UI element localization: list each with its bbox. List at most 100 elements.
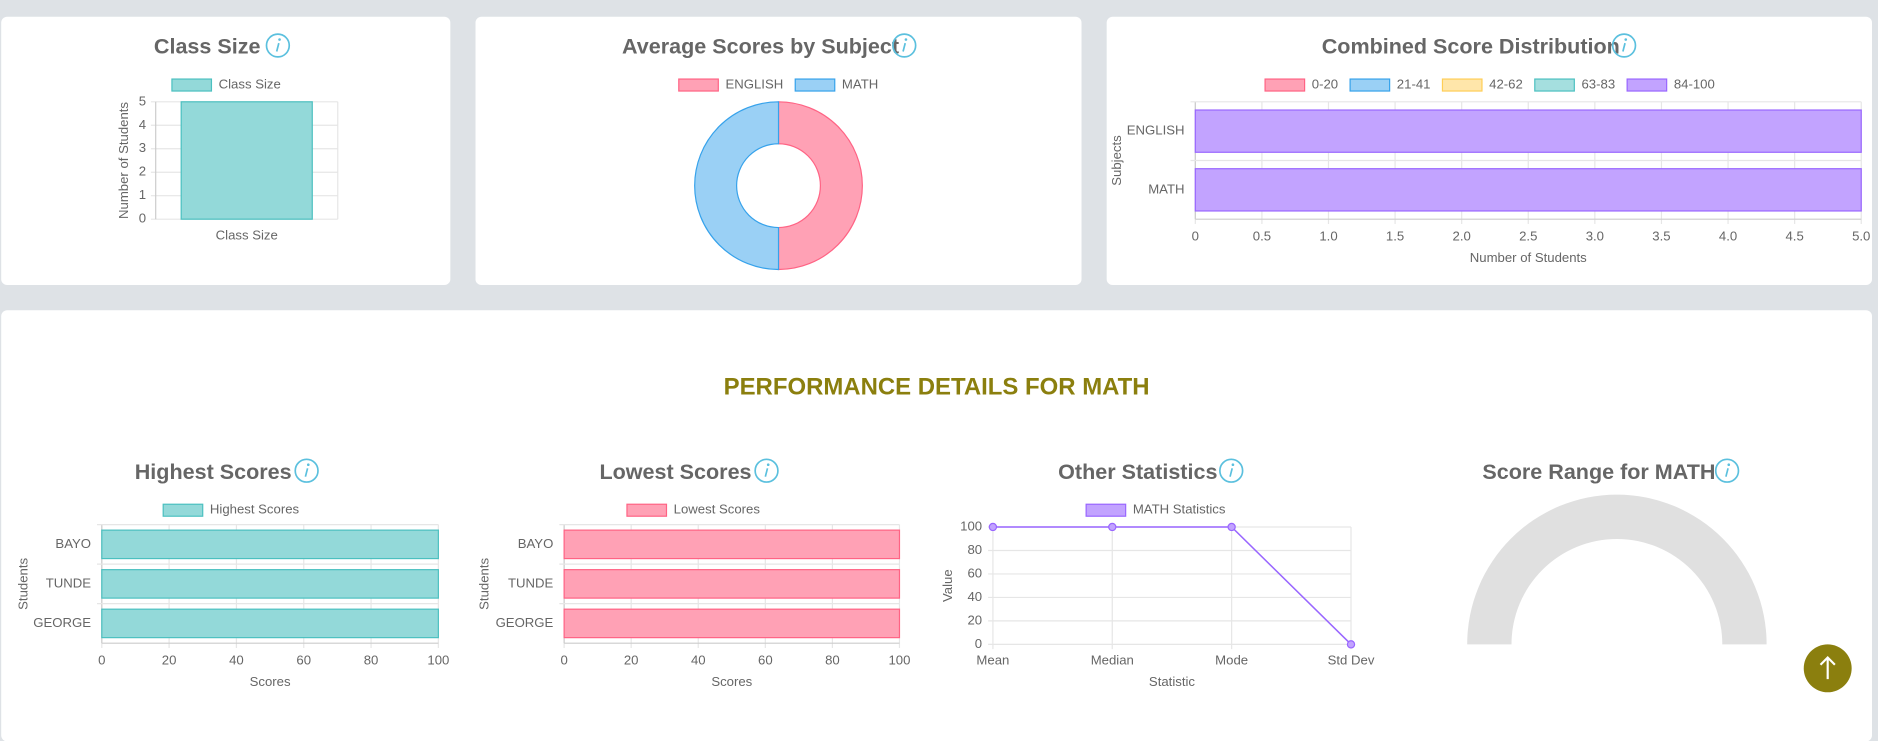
bar bbox=[1194, 109, 1862, 153]
dashboard: PERFORMANCE DETAILS FOR MATH Class Size C… bbox=[1, 16, 1873, 741]
info-icon[interactable] bbox=[265, 33, 291, 58]
info-glyph[interactable] bbox=[902, 42, 907, 52]
info-glyph[interactable] bbox=[1622, 42, 1626, 52]
x-tick-label: 100 bbox=[427, 653, 449, 668]
info-circle[interactable] bbox=[754, 458, 779, 483]
y-axis-label: Number of Students bbox=[116, 102, 131, 219]
info-circle[interactable] bbox=[1611, 33, 1637, 58]
legend: Class Size bbox=[171, 77, 281, 92]
x-axis-label: Number of Students bbox=[1470, 250, 1587, 265]
info-icon[interactable] bbox=[1611, 33, 1637, 58]
legend-label: Class Size bbox=[219, 77, 281, 92]
info-icon[interactable] bbox=[1219, 458, 1244, 483]
info-icon[interactable] bbox=[294, 458, 319, 483]
bar bbox=[101, 529, 439, 560]
info-dot[interactable] bbox=[306, 463, 310, 467]
info-icon[interactable] bbox=[1714, 458, 1740, 483]
arrow-icon[interactable] bbox=[1819, 656, 1836, 680]
point bbox=[1346, 640, 1356, 649]
legend-swatch bbox=[626, 503, 668, 517]
info-dot[interactable] bbox=[1231, 463, 1235, 467]
chart-title: Score Range for MATH bbox=[1482, 459, 1715, 484]
y-tick-label: MATH bbox=[1148, 181, 1184, 196]
y-tick-label: GEORGE bbox=[33, 615, 91, 630]
y-tick-label: 1 bbox=[139, 187, 146, 202]
doughnut-segment bbox=[777, 101, 863, 271]
info-glyph[interactable] bbox=[764, 468, 769, 477]
y-axis-label: Students bbox=[477, 557, 492, 609]
legend-label: 21-41 bbox=[1397, 77, 1431, 92]
info-circle[interactable] bbox=[294, 458, 319, 483]
info-dot[interactable] bbox=[1624, 38, 1628, 41]
x-tick-label: Mean bbox=[976, 653, 1009, 668]
legend-swatch bbox=[1441, 78, 1483, 92]
charts: PERFORMANCE DETAILS FOR MATH Class Size C… bbox=[15, 33, 1870, 693]
legend-swatch bbox=[1626, 78, 1668, 92]
scroll-top-button[interactable] bbox=[1803, 644, 1852, 693]
bar bbox=[563, 569, 901, 599]
x-tick-label: 1.0 bbox=[1319, 229, 1337, 244]
legend: MATH Statistics bbox=[1085, 502, 1226, 517]
x-tick-label: 80 bbox=[364, 653, 379, 668]
info-icon[interactable] bbox=[754, 458, 779, 483]
y-tick-label: 0 bbox=[975, 636, 982, 651]
point bbox=[1227, 522, 1236, 532]
legend-label: 63-83 bbox=[1582, 77, 1616, 92]
page: PERFORMANCE DETAILS FOR MATH Class Size C… bbox=[1, 16, 1873, 741]
info-glyph[interactable] bbox=[1725, 468, 1729, 477]
bar bbox=[101, 608, 439, 639]
info-glyph[interactable] bbox=[1229, 468, 1234, 477]
legend-label: MATH bbox=[842, 77, 878, 92]
info-circle[interactable] bbox=[265, 33, 291, 58]
y-tick-label: 100 bbox=[960, 518, 982, 533]
legend-label: 84-100 bbox=[1674, 77, 1715, 92]
x-axis-label: Statistic bbox=[1149, 674, 1195, 689]
x-tick-label: 60 bbox=[296, 653, 311, 668]
x-tick-label: 20 bbox=[162, 653, 177, 668]
x-tick-label: 4.5 bbox=[1785, 229, 1803, 244]
info-icon[interactable] bbox=[892, 33, 917, 58]
y-tick-label: ENGLISH bbox=[1127, 123, 1185, 138]
info-circle[interactable] bbox=[1219, 458, 1244, 483]
chart-title: Lowest Scores bbox=[599, 459, 751, 484]
legend-swatch bbox=[162, 503, 204, 517]
bar bbox=[180, 101, 313, 220]
info-circle[interactable] bbox=[1714, 458, 1740, 483]
x-axis-label: Scores bbox=[250, 674, 291, 689]
y-axis-label: Students bbox=[15, 557, 30, 609]
x-tick-label: 0.5 bbox=[1253, 229, 1271, 244]
legend-swatch bbox=[171, 78, 213, 92]
info-dot[interactable] bbox=[766, 463, 770, 467]
info-circle[interactable] bbox=[892, 33, 917, 58]
bar bbox=[563, 608, 901, 639]
x-tick-label: 0 bbox=[560, 653, 567, 668]
x-tick-label: 40 bbox=[691, 653, 706, 668]
x-tick-label: Median bbox=[1091, 653, 1134, 668]
y-tick-label: 5 bbox=[139, 93, 146, 108]
x-tick-label: 20 bbox=[624, 653, 639, 668]
point bbox=[1108, 522, 1117, 532]
chart-title: Class Size bbox=[154, 34, 261, 59]
info-glyph[interactable] bbox=[304, 468, 309, 477]
info-dot[interactable] bbox=[904, 38, 908, 41]
x-tick-label: 2.0 bbox=[1453, 229, 1471, 244]
legend-label: MATH Statistics bbox=[1133, 502, 1226, 517]
y-tick-label: 0 bbox=[139, 211, 146, 226]
y-tick-label: 80 bbox=[967, 542, 982, 557]
y-tick-label: 20 bbox=[967, 612, 982, 627]
legend: ENGLISH MATH bbox=[678, 77, 878, 92]
info-dot[interactable] bbox=[278, 38, 281, 41]
point bbox=[988, 522, 998, 532]
x-tick-label: 3.0 bbox=[1586, 229, 1604, 244]
info-glyph[interactable] bbox=[275, 42, 280, 52]
y-tick-label: 3 bbox=[139, 140, 146, 155]
y-tick-label: GEORGE bbox=[496, 615, 554, 630]
x-tick-label: 0 bbox=[1192, 229, 1199, 244]
line bbox=[992, 526, 1352, 645]
y-tick-label: 60 bbox=[967, 565, 982, 580]
y-tick-label: BAYO bbox=[55, 536, 91, 551]
legend: 0-20 21-41 42-62 63-83 84-100 bbox=[1264, 77, 1715, 92]
chart-title: Average Scores by Subject bbox=[622, 34, 899, 59]
info-dot[interactable] bbox=[1727, 463, 1731, 467]
y-tick-label: 4 bbox=[139, 117, 146, 132]
